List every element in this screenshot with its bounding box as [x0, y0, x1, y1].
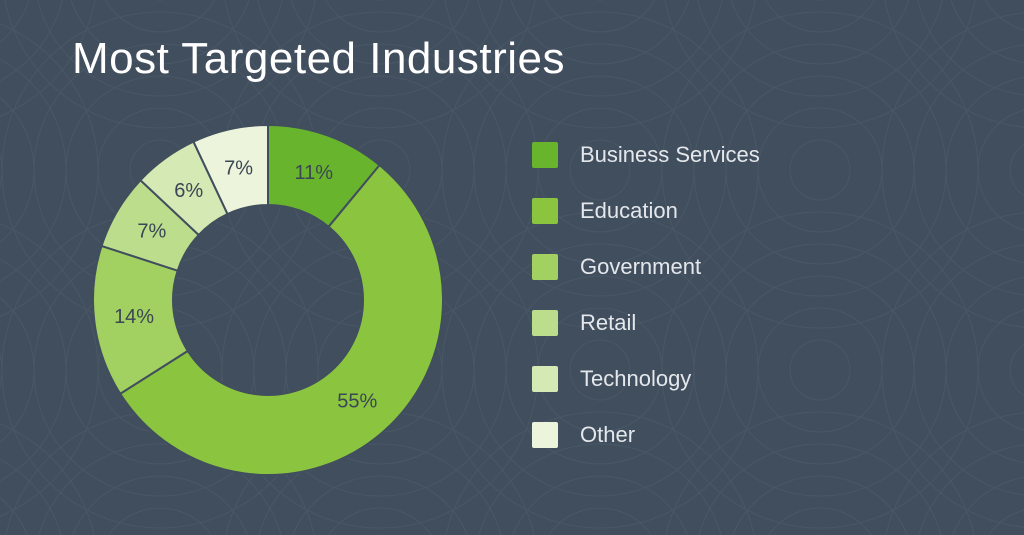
legend-item: Technology [532, 366, 760, 392]
slice-label: 11% [294, 162, 333, 184]
legend-item: Education [532, 198, 760, 224]
slice-label: 55% [337, 390, 377, 412]
legend-item: Retail [532, 310, 760, 336]
legend-item: Government [532, 254, 760, 280]
legend-item: Other [532, 422, 760, 448]
legend-swatch [532, 142, 558, 168]
legend-swatch [532, 254, 558, 280]
legend: Business Services Education Government Reta… [532, 142, 760, 448]
chart-title: Most Targeted Industries [72, 34, 565, 84]
slice-label: 7% [224, 157, 253, 179]
donut-chart: 11% 55% 14% 7% 6% 7% [88, 120, 448, 480]
chart-canvas: Most Targeted Industries 11% 55% 14% 7% 6% 7%… [0, 0, 1024, 535]
slice-label: 6% [174, 180, 203, 202]
legend-swatch [532, 198, 558, 224]
legend-item: Business Services [532, 142, 760, 168]
legend-label: Government [580, 254, 701, 280]
legend-label: Retail [580, 310, 636, 336]
slice-label: 7% [137, 220, 166, 242]
slice-label: 14% [114, 306, 154, 328]
legend-swatch [532, 310, 558, 336]
legend-label: Business Services [580, 142, 760, 168]
legend-swatch [532, 366, 558, 392]
legend-label: Other [580, 422, 635, 448]
legend-label: Education [580, 198, 678, 224]
legend-label: Technology [580, 366, 691, 392]
donut-svg: 11% 55% 14% 7% 6% 7% [88, 120, 448, 480]
legend-swatch [532, 422, 558, 448]
